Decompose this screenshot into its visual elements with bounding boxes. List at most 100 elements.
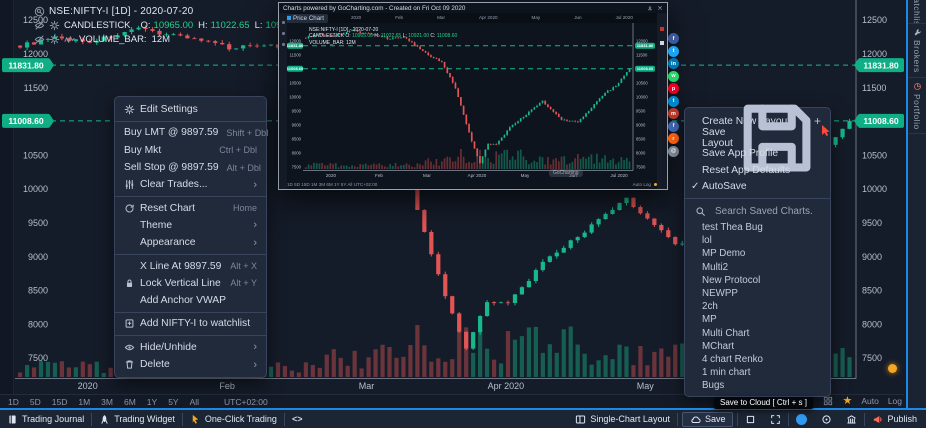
range-15d[interactable]: 15D xyxy=(51,396,68,407)
share-email-button[interactable]: @ xyxy=(668,145,679,157)
saved-chart-item[interactable]: NEWPP xyxy=(702,287,738,299)
menu-item-buy-lmt-9897-59[interactable]: Buy LMT @ 9897.59 Shift + Dbl xyxy=(124,127,269,139)
range-1d[interactable]: 1D xyxy=(8,396,19,407)
save-button[interactable]: Save xyxy=(681,411,734,427)
study-settings-icon[interactable] xyxy=(49,34,60,45)
search-input[interactable] xyxy=(715,205,825,217)
menu-item-edit-settings[interactable]: Edit Settings xyxy=(115,101,266,118)
saved-chart-item[interactable]: MP Demo xyxy=(702,248,746,260)
menu-item-lock-vertical-line[interactable]: Lock Vertical Line Alt + Y xyxy=(115,275,266,292)
menu-item-save-app-profile[interactable]: Save App Profile xyxy=(702,148,779,160)
target-button[interactable] xyxy=(814,410,839,428)
circle-blue-button[interactable] xyxy=(789,410,814,428)
saved-chart-item[interactable]: New Protocol xyxy=(702,274,761,286)
square-icon xyxy=(745,414,756,425)
range-1y[interactable]: 1Y xyxy=(146,396,158,407)
range-3m[interactable]: 3M xyxy=(101,396,113,407)
popup-title-bar: Charts powered by GoCharting.com - Creat… xyxy=(279,3,667,13)
menu-item-autosave[interactable]: ✓ AutoSave xyxy=(691,181,747,193)
code-button[interactable]: <> xyxy=(285,410,310,428)
saved-chart-item[interactable]: Bugs xyxy=(702,380,725,392)
publish-button[interactable]: Publish xyxy=(865,410,924,428)
share-twitter-button[interactable]: t xyxy=(668,45,679,57)
menu-item-sell-stop-9897-59[interactable]: Sell Stop @ 9897.59 Alt + Dbl xyxy=(124,162,261,174)
close-icon[interactable] xyxy=(657,5,663,11)
share-facebook-button[interactable]: f xyxy=(668,33,679,44)
svg-text:9500: 9500 xyxy=(28,218,48,228)
single-chart-layout-button[interactable]: Single-Chart Layout xyxy=(568,410,677,428)
log-scale-toggle[interactable]: Log xyxy=(887,396,902,406)
range-1m[interactable]: 1M xyxy=(78,396,91,407)
svg-text:10500: 10500 xyxy=(636,80,648,85)
saved-chart-item[interactable]: 4 chart Renko xyxy=(702,353,763,365)
submenu-arrow-icon: › xyxy=(253,219,257,232)
download-icon[interactable] xyxy=(647,5,653,11)
expand-button[interactable] xyxy=(763,410,788,428)
range-5d[interactable]: 5D xyxy=(29,396,41,407)
favorite-star-icon[interactable]: ★ xyxy=(842,395,853,407)
sidebar-tab-watchlist[interactable]: Watchlist xyxy=(908,0,926,24)
menu-divider xyxy=(685,197,830,199)
study-settings-icon[interactable] xyxy=(49,20,60,31)
range-all[interactable]: All xyxy=(189,396,200,407)
menu-item-x-line-at-9897-59[interactable]: X Line At 9897.59 Alt + X xyxy=(140,260,257,272)
svg-text:7500: 7500 xyxy=(636,164,646,169)
share-whatsapp-button[interactable]: w xyxy=(668,70,679,82)
share-pinterest-button[interactable]: p xyxy=(668,83,679,94)
menu-item-save-layout[interactable]: Save Layout xyxy=(685,104,830,171)
sidebar-tab-portfolio[interactable]: Portfolio xyxy=(908,78,926,135)
grid-settings-icon[interactable] xyxy=(823,396,833,406)
saved-chart-item[interactable]: MChart xyxy=(702,340,735,352)
check-icon: ✓ xyxy=(691,181,700,193)
menu-item-clear-trades[interactable]: Clear Trades... › xyxy=(115,176,266,193)
menu-item-appearance[interactable]: Appearance › xyxy=(140,236,257,249)
trading-journal-button[interactable]: Trading Journal xyxy=(0,410,91,428)
submenu-arrow-icon: › xyxy=(253,178,257,191)
toolbar-divider xyxy=(864,412,866,426)
cursor-icon xyxy=(190,414,201,425)
visibility-toggle-icon[interactable] xyxy=(34,34,45,45)
range-5y[interactable]: 5Y xyxy=(168,396,179,407)
notification-bubble[interactable] xyxy=(888,364,897,373)
saved-chart-item[interactable]: lol xyxy=(702,235,712,247)
visibility-toggle-icon[interactable] xyxy=(34,20,45,31)
expand-icon xyxy=(770,414,781,425)
share-reddit-button[interactable]: r xyxy=(668,133,679,144)
saved-chart-item[interactable]: test Thea Bug xyxy=(702,222,763,234)
saved-chart-item[interactable]: 2ch xyxy=(702,301,718,313)
share-facebook-alt-button[interactable]: f xyxy=(668,120,679,132)
menu-item-theme[interactable]: Theme › xyxy=(140,219,257,232)
timezone-label[interactable]: UTC+02:00 xyxy=(224,396,268,407)
menu-item-buy-mkt[interactable]: Buy Mkt Ctrl + Dbl xyxy=(124,144,257,156)
saved-chart-item[interactable]: 1 min chart xyxy=(702,367,751,379)
share-mail-red-button[interactable]: m xyxy=(668,108,679,119)
saved-chart-item[interactable]: Multi2 xyxy=(702,261,729,273)
bank-button[interactable] xyxy=(839,410,864,428)
tab-price-chart[interactable]: Price Chart xyxy=(283,13,328,23)
sidebar-tab-brokers[interactable]: Brokers xyxy=(908,24,926,78)
share-telegram-button[interactable]: t xyxy=(668,95,679,107)
svg-text:12500: 12500 xyxy=(862,15,887,25)
symbol-search-icon[interactable] xyxy=(34,6,45,17)
auto-scale-toggle[interactable]: Auto xyxy=(861,396,879,406)
menu-item-hide-unhide[interactable]: Hide/Unhide › xyxy=(115,339,266,356)
menu-item-add-anchor-vwap[interactable]: Add Anchor VWAP xyxy=(140,295,227,307)
saved-chart-item[interactable]: Multi Chart xyxy=(702,327,750,339)
menu-item-reset-chart[interactable]: Reset Chart Home xyxy=(115,199,266,216)
menu-item-delete[interactable]: Delete › xyxy=(115,356,266,373)
one-click-trading-button[interactable]: One-Click Trading xyxy=(183,410,284,428)
volume-study-row[interactable]: VOLUME_BAR: 12M xyxy=(34,33,362,46)
saved-chart-item[interactable]: MP xyxy=(702,314,717,326)
submenu-arrow-icon: › xyxy=(253,236,257,249)
svg-text:11008.60: 11008.60 xyxy=(637,66,654,71)
mini-chart-top-axis: 2020 Feb Mar Apr 2020 May Jun Jul 2020 xyxy=(351,15,633,20)
menu-item-reset-app-defaults[interactable]: Reset App Defaults xyxy=(702,164,791,176)
trading-widget-button[interactable]: Trading Widget xyxy=(92,410,182,428)
range-6m[interactable]: 6M xyxy=(123,396,136,407)
share-linkedin-button[interactable]: in xyxy=(668,58,679,69)
floppy-icon xyxy=(733,94,821,182)
svg-text:11831.80: 11831.80 xyxy=(637,43,654,48)
square-button[interactable] xyxy=(738,410,763,428)
menu-item-add-nifty-i-to-watchlist[interactable]: Add NIFTY-I to watchlist xyxy=(115,315,266,332)
symbol-row[interactable]: NSE:NIFTY-I [1D] - 2020-07-20 xyxy=(34,5,362,18)
